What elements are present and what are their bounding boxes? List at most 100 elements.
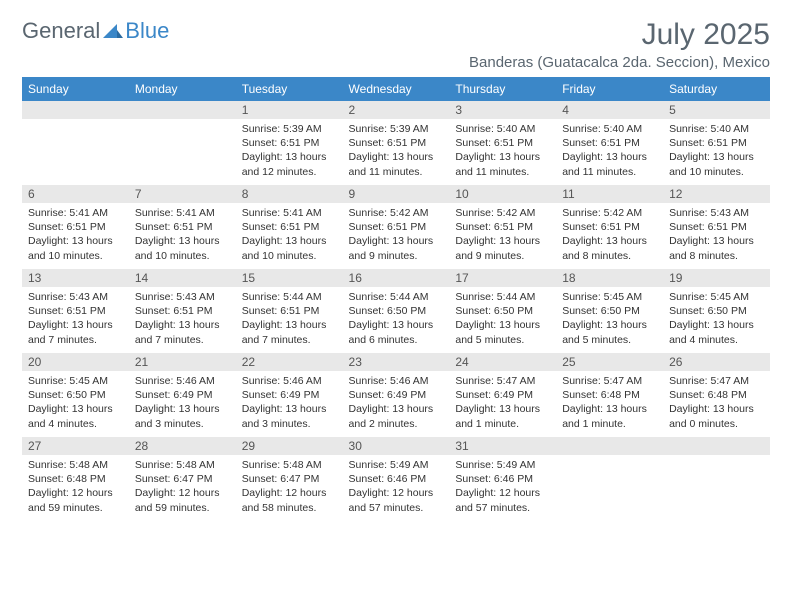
day-content-cell: Sunrise: 5:44 AMSunset: 6:50 PMDaylight:… [343, 287, 450, 353]
sunrise-text: Sunrise: 5:39 AM [349, 122, 444, 136]
day-number-cell: 15 [236, 269, 343, 287]
day-number-cell: 8 [236, 185, 343, 203]
daylight-text: Daylight: 13 hours and 10 minutes. [242, 234, 337, 262]
sunrise-text: Sunrise: 5:45 AM [669, 290, 764, 304]
day-content-cell: Sunrise: 5:45 AMSunset: 6:50 PMDaylight:… [22, 371, 129, 437]
day-number-cell: 2 [343, 101, 450, 119]
day-number-cell: 5 [663, 101, 770, 119]
sunset-text: Sunset: 6:48 PM [28, 472, 123, 486]
day-content-cell: Sunrise: 5:41 AMSunset: 6:51 PMDaylight:… [236, 203, 343, 269]
sunrise-text: Sunrise: 5:47 AM [562, 374, 657, 388]
day-content-cell [663, 455, 770, 521]
sunrise-text: Sunrise: 5:48 AM [28, 458, 123, 472]
logo: General Blue [22, 18, 169, 44]
sunset-text: Sunset: 6:51 PM [669, 220, 764, 234]
day-content-cell: Sunrise: 5:42 AMSunset: 6:51 PMDaylight:… [343, 203, 450, 269]
sunrise-text: Sunrise: 5:42 AM [349, 206, 444, 220]
week-num-row: 20212223242526 [22, 353, 770, 371]
day-number-cell: 31 [449, 437, 556, 455]
sunset-text: Sunset: 6:51 PM [455, 136, 550, 150]
sunrise-text: Sunrise: 5:46 AM [242, 374, 337, 388]
daylight-text: Daylight: 13 hours and 6 minutes. [349, 318, 444, 346]
day-number-cell: 19 [663, 269, 770, 287]
sunrise-text: Sunrise: 5:43 AM [135, 290, 230, 304]
daylight-text: Daylight: 13 hours and 5 minutes. [455, 318, 550, 346]
day-content-cell: Sunrise: 5:47 AMSunset: 6:48 PMDaylight:… [556, 371, 663, 437]
sunrise-text: Sunrise: 5:49 AM [455, 458, 550, 472]
day-content-cell: Sunrise: 5:49 AMSunset: 6:46 PMDaylight:… [343, 455, 450, 521]
day-number-cell [556, 437, 663, 455]
sunrise-text: Sunrise: 5:41 AM [28, 206, 123, 220]
day-number-cell: 10 [449, 185, 556, 203]
sunset-text: Sunset: 6:47 PM [242, 472, 337, 486]
day-header-friday: Friday [556, 77, 663, 101]
sunset-text: Sunset: 6:51 PM [562, 220, 657, 234]
day-number-cell: 18 [556, 269, 663, 287]
day-content-cell: Sunrise: 5:47 AMSunset: 6:48 PMDaylight:… [663, 371, 770, 437]
day-number-cell: 25 [556, 353, 663, 371]
sunset-text: Sunset: 6:51 PM [349, 136, 444, 150]
sunset-text: Sunset: 6:51 PM [669, 136, 764, 150]
sunset-text: Sunset: 6:51 PM [562, 136, 657, 150]
day-number-cell: 20 [22, 353, 129, 371]
sunset-text: Sunset: 6:50 PM [349, 304, 444, 318]
day-number-cell: 23 [343, 353, 450, 371]
day-number-cell [129, 101, 236, 119]
daylight-text: Daylight: 13 hours and 8 minutes. [669, 234, 764, 262]
daylight-text: Daylight: 13 hours and 3 minutes. [242, 402, 337, 430]
day-content-cell: Sunrise: 5:39 AMSunset: 6:51 PMDaylight:… [343, 119, 450, 185]
sunset-text: Sunset: 6:51 PM [28, 304, 123, 318]
day-number-cell: 17 [449, 269, 556, 287]
day-header-wednesday: Wednesday [343, 77, 450, 101]
sunset-text: Sunset: 6:51 PM [242, 220, 337, 234]
day-number-cell: 14 [129, 269, 236, 287]
sunset-text: Sunset: 6:51 PM [242, 136, 337, 150]
day-content-cell: Sunrise: 5:49 AMSunset: 6:46 PMDaylight:… [449, 455, 556, 521]
daylight-text: Daylight: 12 hours and 59 minutes. [135, 486, 230, 514]
day-content-cell: Sunrise: 5:45 AMSunset: 6:50 PMDaylight:… [663, 287, 770, 353]
sunrise-text: Sunrise: 5:41 AM [135, 206, 230, 220]
week-num-row: 12345 [22, 101, 770, 119]
day-content-cell [556, 455, 663, 521]
sunrise-text: Sunrise: 5:48 AM [135, 458, 230, 472]
sunrise-text: Sunrise: 5:45 AM [28, 374, 123, 388]
sunrise-text: Sunrise: 5:44 AM [242, 290, 337, 304]
week-num-row: 6789101112 [22, 185, 770, 203]
daylight-text: Daylight: 12 hours and 57 minutes. [455, 486, 550, 514]
day-content-cell: Sunrise: 5:46 AMSunset: 6:49 PMDaylight:… [343, 371, 450, 437]
day-content-cell: Sunrise: 5:43 AMSunset: 6:51 PMDaylight:… [22, 287, 129, 353]
day-content-cell: Sunrise: 5:45 AMSunset: 6:50 PMDaylight:… [556, 287, 663, 353]
daylight-text: Daylight: 12 hours and 58 minutes. [242, 486, 337, 514]
day-content-cell: Sunrise: 5:40 AMSunset: 6:51 PMDaylight:… [556, 119, 663, 185]
sunset-text: Sunset: 6:50 PM [669, 304, 764, 318]
day-header-monday: Monday [129, 77, 236, 101]
week-content-row: Sunrise: 5:43 AMSunset: 6:51 PMDaylight:… [22, 287, 770, 353]
daylight-text: Daylight: 13 hours and 11 minutes. [349, 150, 444, 178]
sunrise-text: Sunrise: 5:47 AM [455, 374, 550, 388]
day-number-cell: 1 [236, 101, 343, 119]
day-content-cell: Sunrise: 5:41 AMSunset: 6:51 PMDaylight:… [22, 203, 129, 269]
day-content-cell: Sunrise: 5:46 AMSunset: 6:49 PMDaylight:… [129, 371, 236, 437]
week-content-row: Sunrise: 5:39 AMSunset: 6:51 PMDaylight:… [22, 119, 770, 185]
day-number-cell: 26 [663, 353, 770, 371]
day-header-tuesday: Tuesday [236, 77, 343, 101]
sunset-text: Sunset: 6:49 PM [455, 388, 550, 402]
daylight-text: Daylight: 13 hours and 12 minutes. [242, 150, 337, 178]
sunset-text: Sunset: 6:51 PM [135, 304, 230, 318]
sunset-text: Sunset: 6:48 PM [669, 388, 764, 402]
day-content-cell: Sunrise: 5:39 AMSunset: 6:51 PMDaylight:… [236, 119, 343, 185]
sunrise-text: Sunrise: 5:42 AM [455, 206, 550, 220]
day-number-cell: 4 [556, 101, 663, 119]
day-content-cell: Sunrise: 5:44 AMSunset: 6:51 PMDaylight:… [236, 287, 343, 353]
daylight-text: Daylight: 13 hours and 4 minutes. [28, 402, 123, 430]
sunset-text: Sunset: 6:49 PM [349, 388, 444, 402]
logo-text-general: General [22, 18, 100, 44]
day-header-saturday: Saturday [663, 77, 770, 101]
daylight-text: Daylight: 13 hours and 9 minutes. [349, 234, 444, 262]
day-number-cell: 9 [343, 185, 450, 203]
day-content-cell: Sunrise: 5:44 AMSunset: 6:50 PMDaylight:… [449, 287, 556, 353]
sunrise-text: Sunrise: 5:44 AM [455, 290, 550, 304]
sunset-text: Sunset: 6:50 PM [562, 304, 657, 318]
week-content-row: Sunrise: 5:41 AMSunset: 6:51 PMDaylight:… [22, 203, 770, 269]
sunrise-text: Sunrise: 5:46 AM [135, 374, 230, 388]
